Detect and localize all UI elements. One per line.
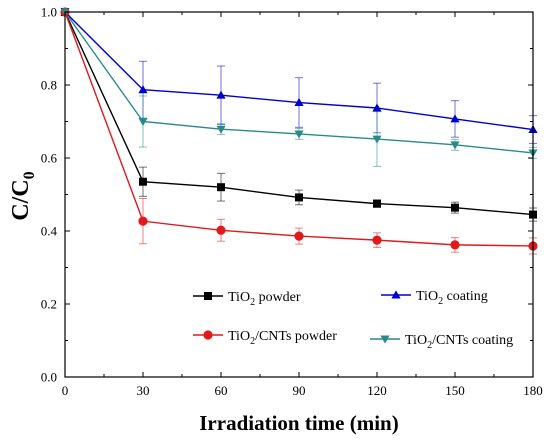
data-point-tio2-powder-120	[373, 199, 381, 208]
data-point-tio2-cnts-powder-120	[372, 235, 382, 245]
legend-entry-tio2-cnts-coating: TiO2/CNTs coating	[370, 333, 513, 351]
legend-marker-tio2-powder	[204, 292, 212, 300]
legend-entry-tio2-coating: TiO2 coating	[381, 289, 488, 307]
legend-label-tio2-powder: TiO2 powder	[228, 290, 301, 308]
data-point-tio2-cnts-coating-60	[216, 125, 226, 134]
data-point-tio2-powder-60	[217, 183, 225, 192]
legend-label-tio2-coating: TiO2 coating	[416, 289, 488, 307]
y-tick-label-0.6: 0.6	[41, 151, 58, 166]
y-tick-label-0.4: 0.4	[41, 224, 58, 239]
legend-marker-tio2-cnts-coating	[380, 335, 390, 344]
data-point-tio2-cnts-coating-120	[372, 135, 382, 144]
data-point-tio2-powder-90	[295, 193, 303, 202]
data-point-tio2-powder-150	[451, 203, 459, 212]
x-tick-label-60: 60	[215, 383, 228, 398]
data-point-tio2-coating-30	[138, 85, 148, 94]
legend-entry-tio2-powder: TiO2 powder	[193, 290, 301, 308]
x-tick-label-180: 180	[523, 383, 543, 398]
legend-marker-tio2-coating	[391, 290, 401, 299]
data-point-tio2-cnts-coating-90	[294, 130, 304, 139]
data-point-tio2-cnts-powder-150	[450, 240, 460, 250]
y-tick-label-1.0: 1.0	[41, 5, 57, 20]
legend-label-tio2-cnts-powder: TiO2/CNTs powder	[228, 329, 337, 347]
y-tick-label-0.0: 0.0	[41, 370, 57, 385]
y-tick-label-0.8: 0.8	[41, 78, 57, 93]
data-point-tio2-powder-30	[139, 177, 147, 186]
data-point-tio2-coating-120	[372, 103, 382, 112]
data-point-tio2-coating-60	[216, 90, 226, 99]
legend-marker-tio2-cnts-powder	[203, 330, 213, 340]
legend-label-tio2-cnts-coating: TiO2/CNTs coating	[405, 333, 513, 351]
data-point-tio2-coating-90	[294, 97, 304, 106]
legend-entry-tio2-cnts-powder: TiO2/CNTs powder	[193, 329, 337, 347]
x-tick-label-90: 90	[293, 383, 306, 398]
data-point-tio2-cnts-powder-30	[138, 216, 148, 226]
y-axis-label: C/C0	[8, 171, 38, 220]
data-point-tio2-cnts-powder-90	[294, 231, 304, 241]
x-tick-label-150: 150	[445, 383, 465, 398]
data-point-tio2-coating-150	[450, 114, 460, 123]
x-tick-label-120: 120	[367, 383, 387, 398]
data-point-tio2-cnts-powder-60	[216, 225, 226, 235]
data-point-tio2-cnts-coating-150	[450, 141, 460, 150]
x-tick-label-30: 30	[137, 383, 150, 398]
x-axis-label: Irradiation time (min)	[199, 411, 398, 435]
data-point-tio2-cnts-coating-30	[138, 118, 148, 127]
x-tick-label-0: 0	[62, 383, 69, 398]
y-tick-label-0.2: 0.2	[41, 297, 57, 312]
